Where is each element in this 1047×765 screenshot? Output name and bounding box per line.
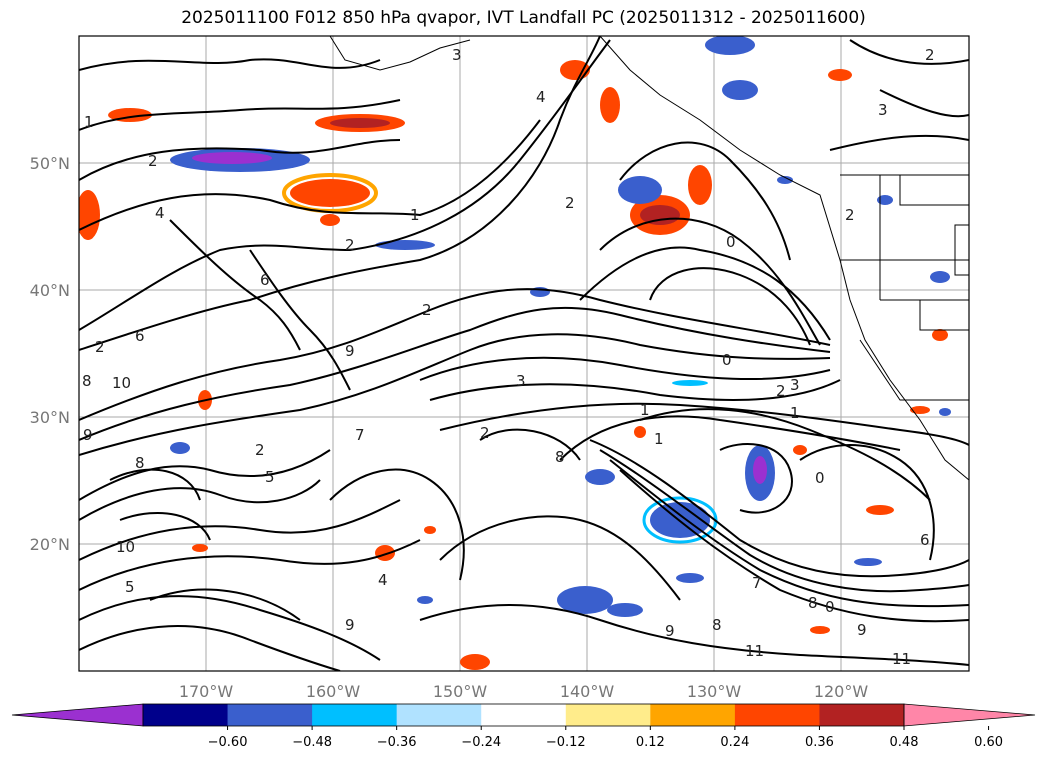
contour-label: 11 xyxy=(892,650,911,668)
contour-label: 5 xyxy=(265,468,275,486)
contour-label: 4 xyxy=(378,571,388,589)
contour-label: 3 xyxy=(878,101,888,119)
contour-label: 11 xyxy=(745,642,764,660)
colorbar-swatch xyxy=(819,704,905,726)
latitude-axis: 50°N 40°N 30°N 20°N xyxy=(30,154,70,554)
contour-label: 5 xyxy=(125,578,135,596)
contour-label: 7 xyxy=(355,426,365,444)
lon-label: 140°W xyxy=(560,682,615,701)
contour-label: 3 xyxy=(790,376,800,394)
contour-label: 8 xyxy=(808,594,818,612)
contour-label: 3 xyxy=(516,372,526,390)
contour-label: 1 xyxy=(640,401,650,419)
lon-label: 150°W xyxy=(433,682,488,701)
contour-label: 8 xyxy=(555,448,565,466)
lat-label: 30°N xyxy=(30,408,70,427)
colorbar-tick-label: −0.48 xyxy=(292,735,332,750)
colorbar-swatch xyxy=(312,704,398,726)
contour-label: 0 xyxy=(815,469,825,487)
colorbar-swatch xyxy=(481,704,567,726)
coastlines xyxy=(329,36,969,481)
contour-label: 2 xyxy=(422,301,432,319)
contour-label: 9 xyxy=(857,621,867,639)
contour-label: 1 xyxy=(654,430,664,448)
contour-label: 6 xyxy=(920,531,930,549)
contour-label: 6 xyxy=(135,327,145,345)
contour-label: 1 xyxy=(84,113,94,131)
contour-label: 9 xyxy=(665,622,675,640)
plot-area xyxy=(79,36,969,671)
colorbar-swatch xyxy=(565,704,651,726)
contour-label: 10 xyxy=(116,538,135,556)
contour-label: 3 xyxy=(452,46,462,64)
colorbar-tick-label: −0.36 xyxy=(377,735,417,750)
colorbar-swatch xyxy=(396,704,482,726)
lat-label: 50°N xyxy=(30,154,70,173)
contour-label: 6 xyxy=(260,271,270,289)
plot-border xyxy=(78,35,970,672)
lon-label: 160°W xyxy=(306,682,361,701)
contour-label: 2 xyxy=(255,441,265,459)
contour-label: 1 xyxy=(410,206,420,224)
colorbar-tick-label: −0.60 xyxy=(208,735,248,750)
contour-label: 0 xyxy=(726,233,736,251)
colorbar-tick-label: 0.60 xyxy=(974,735,1003,750)
colorbar-swatch xyxy=(143,704,229,726)
contour-label: 4 xyxy=(155,204,165,222)
contour-label: 8 xyxy=(135,454,145,472)
map-title: 2025011100 F012 850 hPa qvapor, IVT Land… xyxy=(181,8,866,28)
lon-label: 130°W xyxy=(687,682,742,701)
lat-label: 20°N xyxy=(30,535,70,554)
colorbar-frame xyxy=(142,703,905,727)
colorbar-swatch xyxy=(650,704,736,726)
contour-label: 8 xyxy=(712,616,722,634)
contour-label: 9 xyxy=(345,342,355,360)
colorbar-swatch xyxy=(734,704,820,726)
colorbar-tick-label: −0.12 xyxy=(546,735,586,750)
contour-label: 2 xyxy=(345,236,355,254)
contour-label: 2 xyxy=(480,424,490,442)
contour-labels: 1 2 3 4 1 2 4 2 1 2 0 0 6 9 6 10 9 8 2 3… xyxy=(82,46,935,668)
colorbar-extend-high xyxy=(903,703,1036,727)
contour-label: 1 xyxy=(790,404,800,422)
lat-label: 40°N xyxy=(30,281,70,300)
contour-label: 8 xyxy=(82,372,92,390)
colorbar-tick-label: 0.36 xyxy=(805,735,834,750)
colorbar-swatch xyxy=(227,704,313,726)
lon-label: 120°W xyxy=(814,682,869,701)
contour-label: 2 xyxy=(95,338,105,356)
colorbar-tick-label: 0.24 xyxy=(720,735,749,750)
contour-label: 2 xyxy=(565,194,575,212)
colorbar: −0.60 −0.48 −0.36 −0.24 −0.12 0.12 0.24 0.36 0.4… xyxy=(11,703,1036,750)
contour-label: 7 xyxy=(752,574,762,592)
longitude-axis: 170°W 160°W 150°W 140°W 130°W 120°W xyxy=(179,682,869,701)
colorbar-tick-label: 0.12 xyxy=(636,735,665,750)
contour-label: 4 xyxy=(536,88,546,106)
contour-label: 2 xyxy=(845,206,855,224)
gridlines xyxy=(79,36,969,671)
colorbar-extend-low xyxy=(11,703,144,727)
contour-label: 0 xyxy=(825,598,835,616)
contour-label: 9 xyxy=(83,426,93,444)
contour-label: 2 xyxy=(776,382,786,400)
anomaly-fills xyxy=(79,36,951,670)
contour-lines xyxy=(79,36,969,671)
contour-label: 2 xyxy=(148,152,158,170)
contour-label: 10 xyxy=(112,374,131,392)
lon-label: 170°W xyxy=(179,682,234,701)
contour-label: 9 xyxy=(345,616,355,634)
colorbar-tick-label: −0.24 xyxy=(461,735,501,750)
contour-label: 2 xyxy=(925,46,935,64)
colorbar-tick-label: 0.48 xyxy=(890,735,919,750)
contour-label: 0 xyxy=(722,351,732,369)
